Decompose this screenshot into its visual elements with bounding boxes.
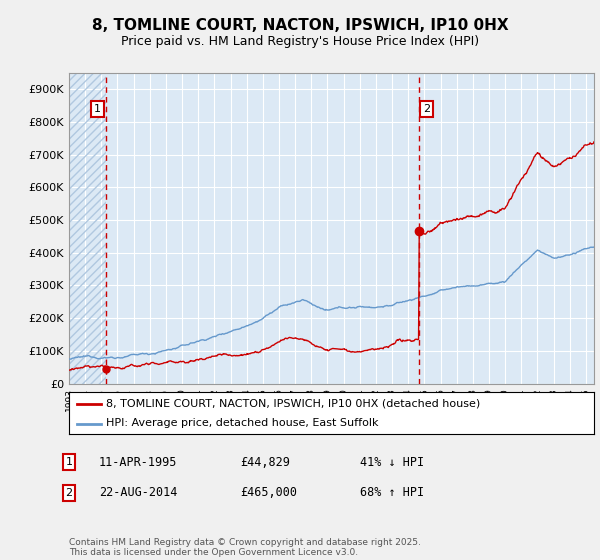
Text: £44,829: £44,829 [240,455,290,469]
Text: 2: 2 [423,104,430,114]
Text: £465,000: £465,000 [240,486,297,500]
Text: Price paid vs. HM Land Registry's House Price Index (HPI): Price paid vs. HM Land Registry's House … [121,35,479,49]
Text: 2: 2 [65,488,73,498]
Text: 1: 1 [94,104,101,114]
Text: 68% ↑ HPI: 68% ↑ HPI [360,486,424,500]
Text: HPI: Average price, detached house, East Suffolk: HPI: Average price, detached house, East… [106,418,378,428]
Text: Contains HM Land Registry data © Crown copyright and database right 2025.
This d: Contains HM Land Registry data © Crown c… [69,538,421,557]
Text: 11-APR-1995: 11-APR-1995 [99,455,178,469]
Text: 8, TOMLINE COURT, NACTON, IPSWICH, IP10 0HX (detached house): 8, TOMLINE COURT, NACTON, IPSWICH, IP10 … [106,399,480,409]
Text: 1: 1 [65,457,73,467]
Text: 8, TOMLINE COURT, NACTON, IPSWICH, IP10 0HX: 8, TOMLINE COURT, NACTON, IPSWICH, IP10 … [92,18,508,32]
Text: 41% ↓ HPI: 41% ↓ HPI [360,455,424,469]
Text: 22-AUG-2014: 22-AUG-2014 [99,486,178,500]
